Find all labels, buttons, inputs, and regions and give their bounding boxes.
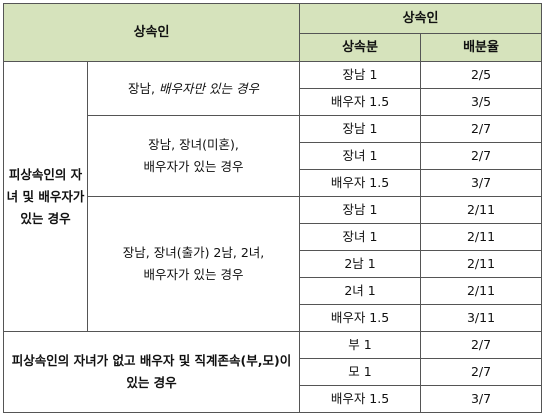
table-row: 피상속인의 자녀 및 배우자가 있는 경우 장남, 배우자만 있는 경우 장남 … bbox=[3, 61, 543, 332]
ratio-cell: 3/5 bbox=[420, 88, 543, 116]
ratio-cell: 3/7 bbox=[420, 385, 543, 413]
case-label-text: 장남, bbox=[128, 80, 159, 96]
group-no-children-label: 피상속인의 자녀가 없고 배우자 및 직계존속(부,모)이 있는 경우 bbox=[2, 331, 301, 413]
case-label: 장남, 장녀(출가) 2남, 2녀, 배우자가 있는 경우 bbox=[86, 196, 301, 332]
table-row: 장남, 장녀(미혼), 배우자가 있는 경우 장남 1 2/7 bbox=[4, 115, 543, 197]
ratio-cell: 2/7 bbox=[420, 115, 543, 143]
heir-share-cell: 배우자 1.5 bbox=[299, 88, 422, 116]
header-ratio: 배분율 bbox=[420, 33, 543, 62]
heir-share-cell: 배우자 1.5 bbox=[299, 169, 422, 197]
header-row-1: 상속인 상속인 bbox=[2, 3, 543, 62]
group-label-text: 피상속인의 자녀가 없고 배우자 및 직계존속(부,모)이 있는 경우 bbox=[11, 353, 292, 390]
ratio-cell: 3/11 bbox=[420, 304, 543, 332]
heir-share-cell: 장남 1 bbox=[299, 115, 422, 143]
ratio-cell: 2/5 bbox=[420, 61, 543, 89]
ratio-cell: 2/7 bbox=[420, 358, 543, 386]
heir-share-cell: 장남 1 bbox=[299, 196, 422, 224]
heir-share-cell: 배우자 1.5 bbox=[299, 385, 422, 413]
heir-share-cell: 부 1 bbox=[299, 331, 422, 359]
heir-share-cell: 2남 1 bbox=[299, 250, 422, 278]
ratio-cell: 2/7 bbox=[420, 142, 543, 170]
table-row: 배우자 1.5 3/5 bbox=[4, 88, 543, 116]
ratio-cell: 2/11 bbox=[420, 250, 543, 278]
heir-share-cell: 장남 1 bbox=[299, 61, 422, 89]
inheritance-share-table: 상속인 상속인 상속분 배분율 피상속인의 자녀 및 배우자가 있는 경우 장남… bbox=[2, 3, 543, 413]
table-row: 배우자 1.5 3/7 bbox=[4, 385, 543, 413]
table-row: 장녀 1 2/11 bbox=[4, 223, 543, 251]
case-label: 장남, 배우자만 있는 경우 bbox=[86, 61, 301, 116]
case-label-line: 배우자가 있는 경우 bbox=[143, 159, 244, 174]
table-row: 2남 1 2/11 bbox=[4, 250, 543, 278]
header-row-2: 상속분 배분율 bbox=[4, 33, 543, 62]
heir-share-cell: 배우자 1.5 bbox=[299, 304, 422, 332]
ratio-cell: 2/11 bbox=[420, 277, 543, 305]
case-label-line: 배우자가 있는 경우 bbox=[143, 267, 244, 282]
heir-share-cell: 장녀 1 bbox=[299, 142, 422, 170]
header-heir: 상속인 bbox=[2, 3, 301, 62]
ratio-cell: 3/7 bbox=[420, 169, 543, 197]
header-heir-group: 상속인 bbox=[299, 3, 543, 34]
table-row: 2녀 1 2/11 bbox=[4, 277, 543, 305]
case-label-line: 장남, 장녀(출가) 2남, 2녀, bbox=[122, 245, 265, 260]
case-label: 장남, 장녀(미혼), 배우자가 있는 경우 bbox=[86, 115, 301, 197]
group-with-children-label: 피상속인의 자녀 및 배우자가 있는 경우 bbox=[3, 61, 88, 332]
case-label-italic-text: 배우자만 있는 경우 bbox=[159, 80, 259, 96]
header-share: 상속분 bbox=[299, 33, 422, 62]
ratio-cell: 2/11 bbox=[420, 196, 543, 224]
table-row: 피상속인의 자녀가 없고 배우자 및 직계존속(부,모)이 있는 경우 부 1 … bbox=[2, 331, 543, 413]
heir-share-cell: 2녀 1 bbox=[299, 277, 422, 305]
ratio-cell: 2/7 bbox=[420, 331, 543, 359]
case-label-line: 장남, 장녀(미혼), bbox=[148, 137, 239, 152]
ratio-cell: 2/11 bbox=[420, 223, 543, 251]
table-row: 배우자 1.5 3/11 bbox=[4, 304, 543, 332]
heir-share-cell: 장녀 1 bbox=[299, 223, 422, 251]
heir-share-cell: 모 1 bbox=[299, 358, 422, 386]
table-row: 배우자 1.5 3/7 bbox=[4, 169, 543, 197]
group-label-text: 피상속인의 자녀 및 배우자가 있는 경우 bbox=[6, 166, 85, 226]
